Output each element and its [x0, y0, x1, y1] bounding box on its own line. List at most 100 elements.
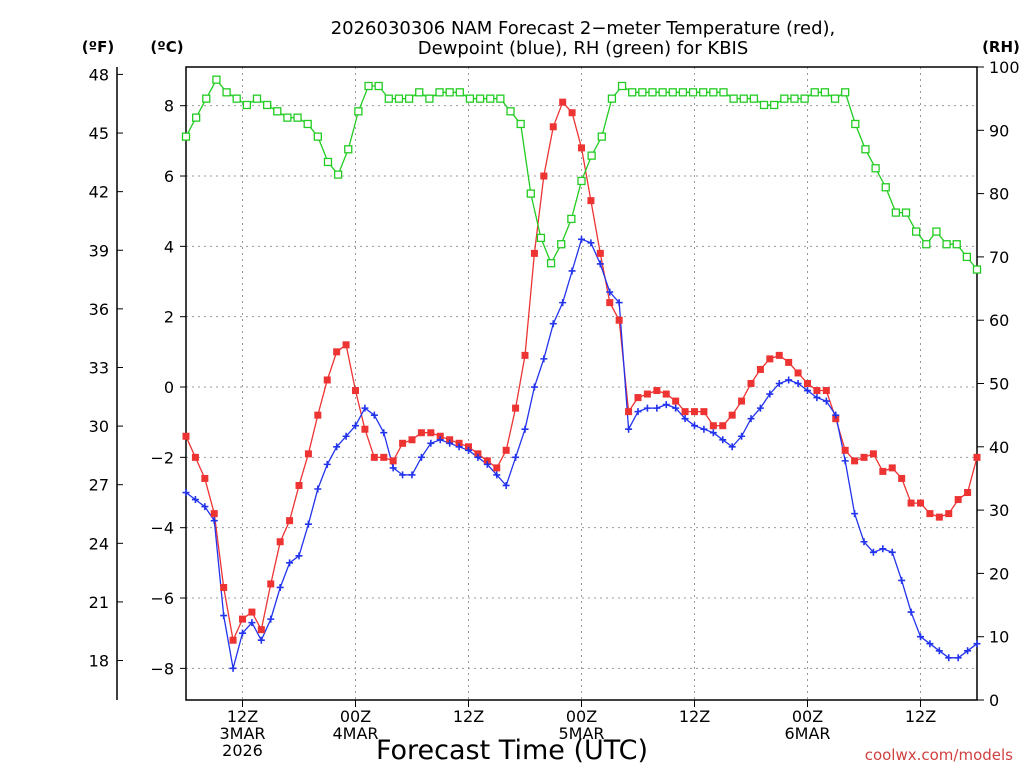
dewpoint-point	[465, 446, 472, 454]
temperature-point	[201, 474, 209, 482]
temperature-point	[182, 432, 190, 440]
temperature-point	[483, 457, 491, 465]
rh-point	[333, 170, 343, 179]
rh-point	[475, 94, 485, 103]
temperature-point	[210, 510, 218, 518]
rh-point	[394, 94, 404, 103]
dewpoint-point	[295, 552, 303, 560]
temperature-point	[229, 636, 237, 644]
temperature-point	[191, 453, 199, 461]
celsius-tick-label: −6	[150, 589, 174, 608]
dewpoint-point	[342, 432, 350, 440]
temperature-point	[634, 394, 642, 402]
dewpoint-point	[945, 654, 953, 662]
fahrenheit-tick-label: 42	[89, 183, 109, 202]
dewpoint-point	[530, 383, 538, 391]
temperature-point	[323, 376, 331, 384]
dewpoint-point	[634, 408, 642, 416]
dewpoint-point	[417, 453, 425, 461]
temperature-point	[822, 387, 830, 395]
rh-point	[191, 113, 201, 122]
temperature-point	[794, 369, 802, 377]
x-tick-label: 3MAR	[219, 724, 265, 743]
dewpoint-point	[257, 636, 265, 644]
temperature-point	[408, 436, 416, 444]
dewpoint-point	[719, 436, 727, 444]
celsius-unit-label: (ºC)	[150, 38, 183, 56]
temperature-point	[465, 443, 472, 451]
rh-point	[262, 100, 272, 110]
temperature-point	[804, 380, 811, 387]
dewpoint-point	[502, 481, 510, 489]
fahrenheit-tick-label: 33	[89, 358, 109, 377]
temperature-point	[662, 390, 670, 398]
x-tick-label: 00Z	[792, 707, 823, 726]
rh-tick-label: 80	[989, 185, 1009, 204]
rh-point	[709, 88, 718, 97]
temperature-point	[352, 387, 359, 395]
dewpoint-point	[879, 545, 887, 553]
temperature-point	[267, 580, 275, 588]
rh-point	[719, 88, 728, 97]
dewpoint-point	[220, 612, 228, 620]
dewpoint-point	[653, 404, 661, 412]
dewpoint-point	[926, 640, 934, 648]
dewpoint-point	[954, 654, 962, 662]
temperature-point	[728, 411, 736, 419]
rh-point	[638, 88, 647, 97]
temperature-point	[615, 316, 623, 324]
dewpoint-point	[436, 436, 444, 444]
temperature-point	[380, 453, 388, 461]
dewpoint-point	[851, 510, 859, 518]
rh-point	[516, 119, 525, 129]
temperature-point	[502, 446, 510, 454]
temperature-point	[578, 144, 585, 152]
temperature-point	[314, 411, 322, 419]
x-tick-label: 12Z	[905, 707, 936, 726]
dewpoint-point	[521, 425, 529, 433]
rh-point	[749, 94, 759, 103]
dewpoint-point	[973, 640, 981, 648]
temperature-point	[521, 351, 529, 359]
rh-point	[181, 132, 191, 141]
rh-unit-label: (RH)	[982, 38, 1020, 56]
temperature-point	[606, 299, 614, 307]
temperature-point	[841, 446, 849, 454]
temperature-point	[747, 380, 755, 387]
temperature-point	[625, 408, 633, 416]
fahrenheit-tick-label: 30	[89, 417, 109, 436]
dewpoint-point	[709, 429, 717, 437]
dewpoint-point	[380, 429, 388, 437]
temperature-point	[361, 425, 369, 433]
temperature-point	[935, 513, 943, 521]
temperature-point	[888, 464, 896, 472]
rh-point	[770, 100, 779, 110]
dewpoint-point	[323, 460, 331, 468]
dewpoint-point	[182, 489, 190, 497]
rh-point	[486, 94, 495, 103]
rh-point	[567, 214, 576, 224]
rh-point	[577, 176, 586, 186]
rh-tick-label: 60	[989, 311, 1009, 330]
dewpoint-point	[738, 432, 746, 440]
dewpoint-point	[766, 390, 774, 398]
rh-point	[922, 240, 931, 249]
temperature-point	[785, 358, 793, 366]
temperature-point	[436, 432, 444, 440]
dewpoint-point	[662, 401, 670, 409]
temperature-point	[691, 408, 698, 416]
rh-point	[780, 94, 789, 103]
dewpoint-point	[267, 615, 275, 623]
temperature-point	[596, 249, 604, 257]
temperature-point	[257, 626, 265, 634]
rh-point	[729, 94, 738, 103]
dewpoint-point	[615, 299, 623, 307]
series-markers	[181, 75, 982, 672]
dewpoint-point	[304, 520, 312, 528]
dewpoint-point	[785, 376, 793, 384]
rh-point	[759, 100, 769, 110]
temperature-point	[295, 481, 303, 489]
rh-tick-label: 10	[989, 628, 1009, 647]
